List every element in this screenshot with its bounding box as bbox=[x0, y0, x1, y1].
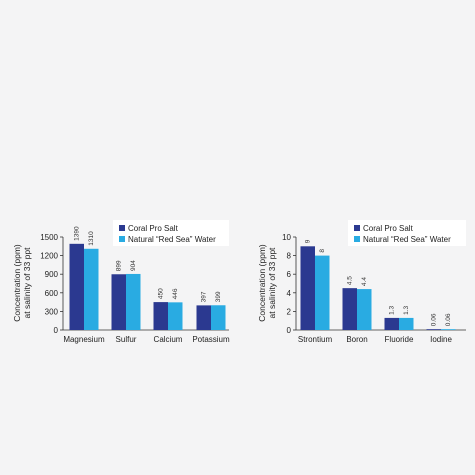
x-category-label: Strontium bbox=[298, 335, 333, 344]
y-tick-label: 300 bbox=[45, 307, 59, 316]
y-axis-label-line: Concentration (ppm) bbox=[257, 244, 267, 322]
y-tick-label: 6 bbox=[287, 270, 292, 279]
y-tick-label: 10 bbox=[282, 233, 291, 242]
bar bbox=[426, 329, 441, 330]
legend-entry-label: Coral Pro Salt bbox=[128, 224, 179, 233]
bar bbox=[69, 243, 84, 330]
bar-value-label: 1310 bbox=[88, 231, 95, 246]
x-category-label: Calcium bbox=[154, 335, 183, 344]
bar bbox=[111, 274, 126, 330]
y-axis-label-line: Concentration (ppm) bbox=[12, 244, 22, 322]
x-category-label: Sulfur bbox=[116, 335, 137, 344]
bar-value-label: 0.06 bbox=[431, 313, 438, 326]
legend-box bbox=[113, 220, 229, 246]
bar bbox=[399, 317, 414, 330]
x-category-label: Potassium bbox=[192, 335, 230, 344]
y-tick-label: 1200 bbox=[40, 252, 58, 261]
y-tick-label: 0 bbox=[54, 326, 59, 335]
bar bbox=[357, 289, 372, 330]
bar-value-label: 4.4 bbox=[361, 277, 368, 286]
bar bbox=[153, 302, 168, 330]
y-tick-label: 900 bbox=[45, 270, 59, 279]
x-category-label: Magnesium bbox=[63, 335, 105, 344]
x-category-label: Fluoride bbox=[385, 335, 414, 344]
bar-value-label: 4.5 bbox=[347, 276, 354, 285]
bar bbox=[441, 329, 456, 330]
y-tick-label: 8 bbox=[287, 252, 292, 261]
bar-value-label: 904 bbox=[130, 260, 137, 271]
legend-swatch bbox=[119, 236, 125, 242]
bar bbox=[168, 302, 183, 330]
bar-value-label: 0.06 bbox=[445, 313, 452, 326]
chart-1: Concentration (ppm) at salinity of 33 ppt… bbox=[12, 220, 230, 344]
bar-value-label: 1.3 bbox=[403, 305, 410, 314]
legend-box bbox=[348, 220, 466, 246]
y-axis-label-line: at salinity of 33 ppt bbox=[22, 247, 32, 319]
legend: Coral Pro Salt Natural “Red Sea” Water bbox=[113, 220, 229, 246]
bar bbox=[196, 305, 211, 330]
bar bbox=[211, 305, 226, 330]
legend-swatch bbox=[354, 225, 360, 231]
y-axis-label-line: at salinity of 33 ppt bbox=[267, 247, 277, 319]
y-tick-label: 1500 bbox=[40, 233, 58, 242]
bar bbox=[342, 288, 357, 330]
chart-2: Concentration (ppm) at salinity of 33 ppt… bbox=[257, 220, 466, 344]
bar-value-label: 450 bbox=[158, 288, 165, 299]
bar-value-label: 899 bbox=[116, 260, 123, 271]
y-tick-label: 0 bbox=[287, 326, 292, 335]
bar bbox=[300, 246, 315, 330]
legend-entry-label: Natural “Red Sea” Water bbox=[363, 235, 451, 244]
bar bbox=[315, 255, 330, 330]
bar bbox=[384, 317, 399, 330]
legend: Coral Pro Salt Natural “Red Sea” Water bbox=[348, 220, 466, 246]
bar-value-label: 397 bbox=[201, 291, 208, 302]
legend-entry-label: Coral Pro Salt bbox=[363, 224, 414, 233]
bar bbox=[126, 273, 141, 330]
x-category-label: Boron bbox=[346, 335, 367, 344]
legend-swatch bbox=[354, 236, 360, 242]
legend-swatch bbox=[119, 225, 125, 231]
y-tick-label: 4 bbox=[287, 289, 292, 298]
bar-value-label: 9 bbox=[305, 239, 312, 243]
x-category-label: Iodine bbox=[430, 335, 452, 344]
bar-value-label: 446 bbox=[172, 288, 179, 299]
bar-value-label: 1.3 bbox=[389, 305, 396, 314]
y-tick-label: 2 bbox=[287, 307, 292, 316]
bar-value-label: 1390 bbox=[74, 226, 81, 241]
bar bbox=[84, 248, 99, 330]
bar-value-label: 399 bbox=[215, 291, 222, 302]
bar-value-label: 8 bbox=[319, 249, 326, 253]
y-tick-label: 600 bbox=[45, 289, 59, 298]
legend-entry-label: Natural “Red Sea” Water bbox=[128, 235, 216, 244]
